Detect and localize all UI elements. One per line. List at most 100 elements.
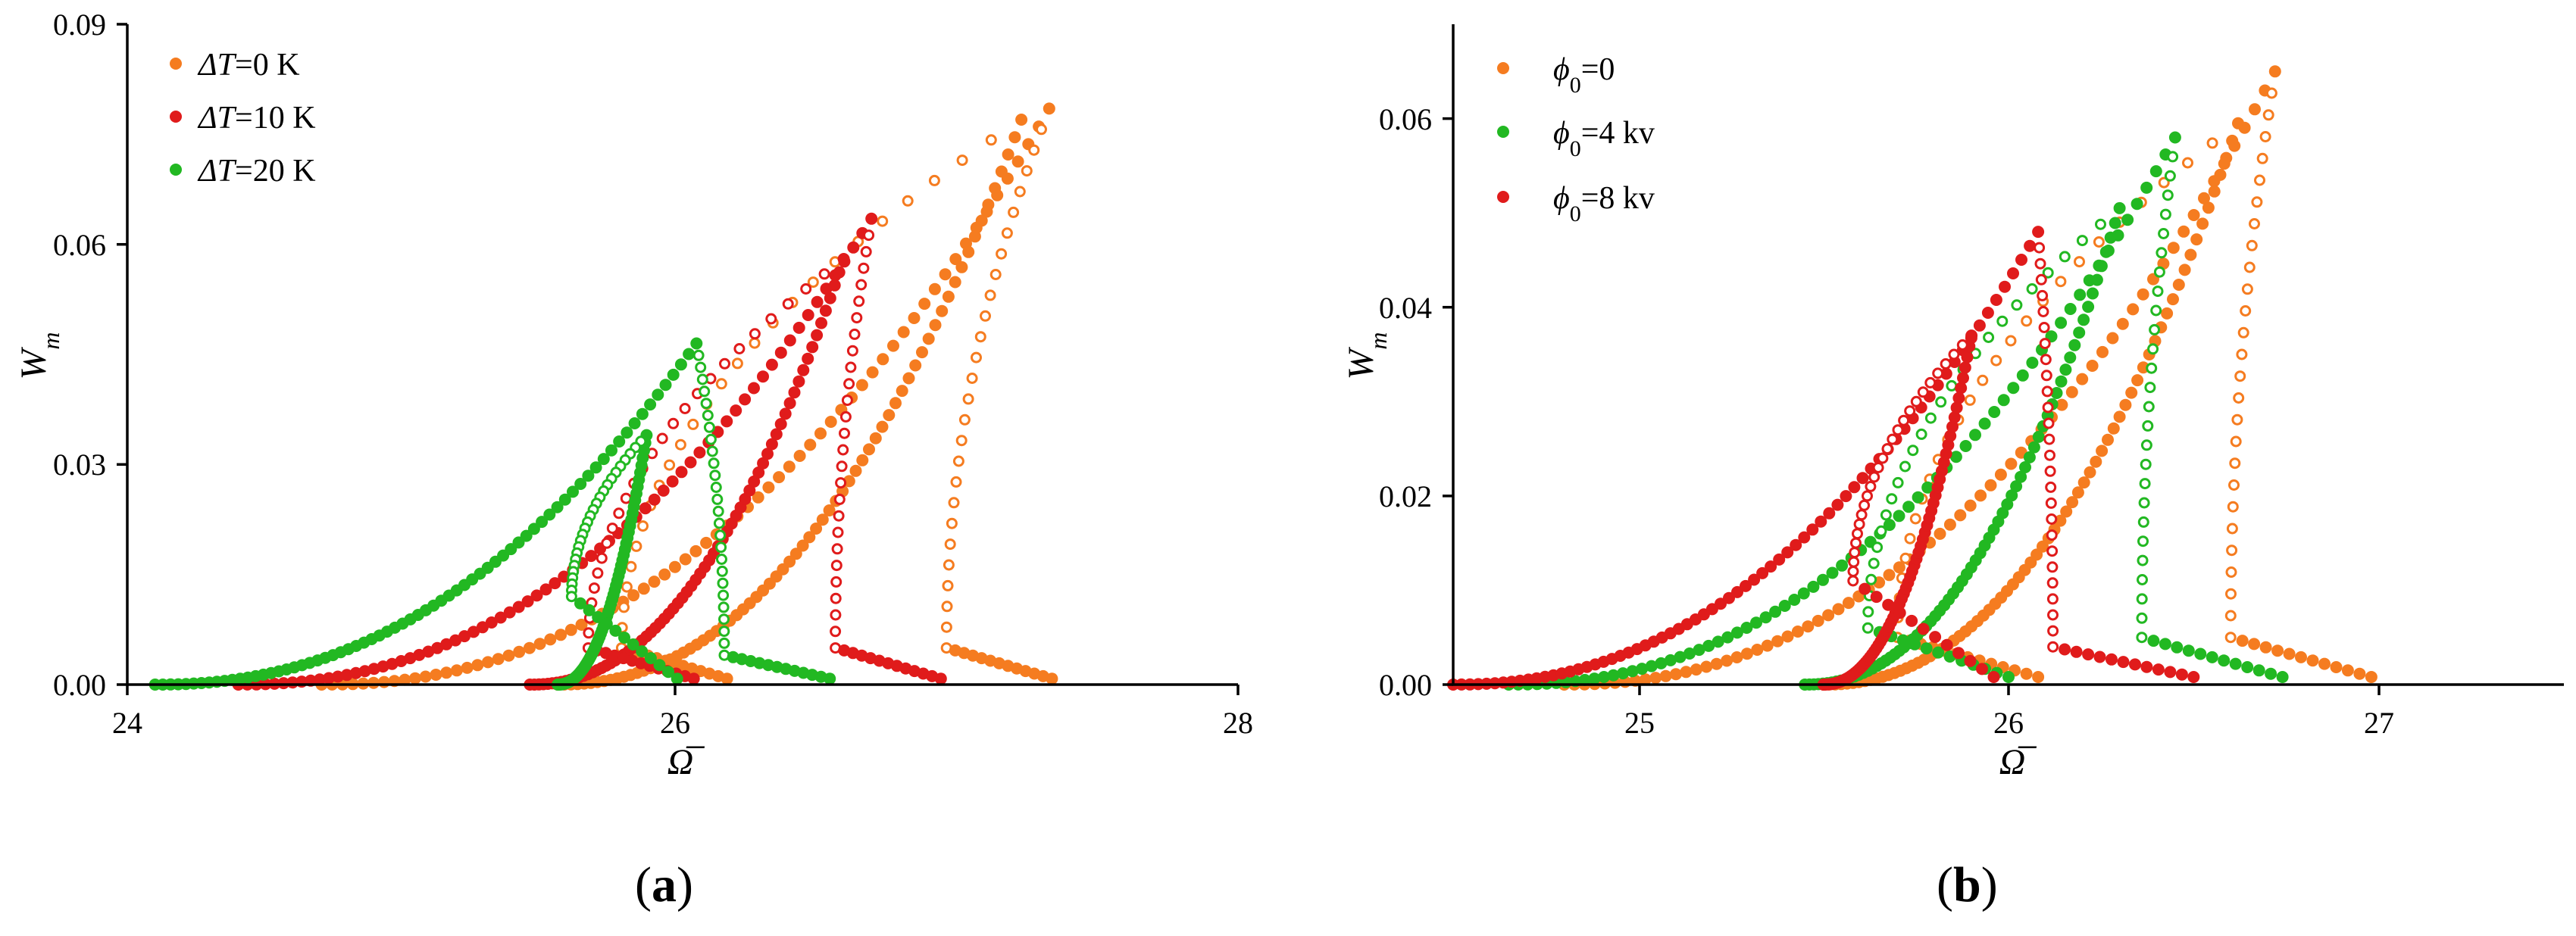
data-point [2096,445,2109,457]
data-point [2005,489,2018,502]
data-point-unstable [2047,625,2059,637]
data-point [2131,374,2144,387]
data-point-unstable [1886,493,1898,505]
data-point [730,404,742,417]
data-point-unstable [2137,516,2149,528]
data-point [866,366,879,379]
data-point [2090,455,2102,468]
data-point-unstable [2011,299,2023,311]
data-point-unstable [715,378,727,390]
data-point-unstable [2136,632,2148,644]
legend-marker [1497,62,1509,74]
data-point-unstable [2241,283,2253,295]
data-point-unstable [1862,622,1874,634]
data-point [1781,630,1794,643]
data-point [863,443,875,456]
data-point [689,544,702,557]
data-point-unstable [715,541,727,554]
data-point-unstable [966,373,978,384]
data-point [2271,644,2284,657]
data-point [1578,673,1591,686]
panel-b-ytick-label: 0.04 [1379,291,1432,325]
data-point-unstable [1990,354,2002,367]
svg-text:ϕ0=0: ϕ0=0 [1553,52,1615,98]
data-point-unstable [2164,170,2176,182]
data-point-unstable [1932,367,1944,379]
data-point [502,649,515,662]
data-point [671,672,683,685]
data-point [869,432,882,445]
data-point-unstable [1887,433,1899,445]
data-point [2168,131,2181,144]
data-point-unstable [1909,513,1921,525]
data-point-unstable [1852,528,1863,540]
data-point [431,641,444,654]
data-point [627,589,640,602]
data-point [773,471,786,484]
data-point-unstable [656,432,668,445]
data-point [1831,498,1844,511]
data-point [1955,382,1968,395]
data-point-unstable [2224,632,2237,644]
data-point-unstable [2043,417,2055,429]
data-point [934,672,947,685]
data-point [2295,651,2307,663]
data-point-unstable [2045,497,2057,509]
data-point-unstable [664,459,676,471]
data-point [2055,317,2068,329]
data-point-unstable [851,312,863,324]
data-point [1981,307,1994,319]
panel-b-y-ticks: 0.00 0.02 0.04 0.06 [1379,102,1453,702]
data-point-unstable [1014,186,1026,198]
data-point [803,531,816,544]
panel-b: 0.00 0.02 0.04 0.06 25 26 27 Ω̅ Wm ϕ0=0 [1341,24,2564,913]
data-point [1588,672,1601,685]
data-point [1832,603,1845,616]
data-point [2096,345,2109,358]
data-point [876,420,889,433]
data-point-unstable [1881,443,1893,455]
data-point [2023,451,2036,463]
data-point [2070,645,2083,658]
data-point-unstable [2142,420,2154,432]
legend-entry: ϕ0=4 kv [1497,116,1655,161]
data-point [1932,646,1945,659]
data-point-unstable [2158,176,2170,189]
data-point-unstable [1892,476,1904,488]
panel-a-label-letter: a [652,857,677,913]
data-point [2214,168,2227,181]
data-point [564,623,577,636]
data-point-unstable [940,621,952,633]
data-point-unstable [833,510,845,522]
data-point [982,198,995,211]
data-point [700,536,713,549]
data-point [1664,654,1677,666]
data-point [1976,663,1988,675]
data-point [928,282,941,295]
data-point [1797,587,1810,600]
data-point-unstable [877,215,889,227]
data-point [690,337,703,350]
data-point [1934,527,1946,540]
data-point [1002,148,1014,161]
data-point-unstable [2249,218,2260,229]
data-point-unstable [2037,306,2049,317]
data-point-unstable [583,627,595,639]
data-point-unstable [948,497,960,509]
data-point [2064,303,2077,315]
data-point-unstable [839,427,850,439]
data-point-unstable [1915,428,1927,440]
data-point [2265,667,2277,680]
data-point [1978,417,1991,430]
data-point [1740,647,1753,660]
data-point [2005,457,2018,470]
panel-a-legend: ΔT=0 K ΔT=10 K ΔT=20 K [170,48,316,189]
data-point [1994,468,2007,481]
data-point-unstable [1847,566,1859,577]
data-point [419,670,432,683]
data-point-unstable [2039,338,2051,350]
data-point [1670,668,1682,681]
data-point-unstable [700,398,712,410]
data-point [896,385,908,398]
data-point [1950,401,1963,414]
